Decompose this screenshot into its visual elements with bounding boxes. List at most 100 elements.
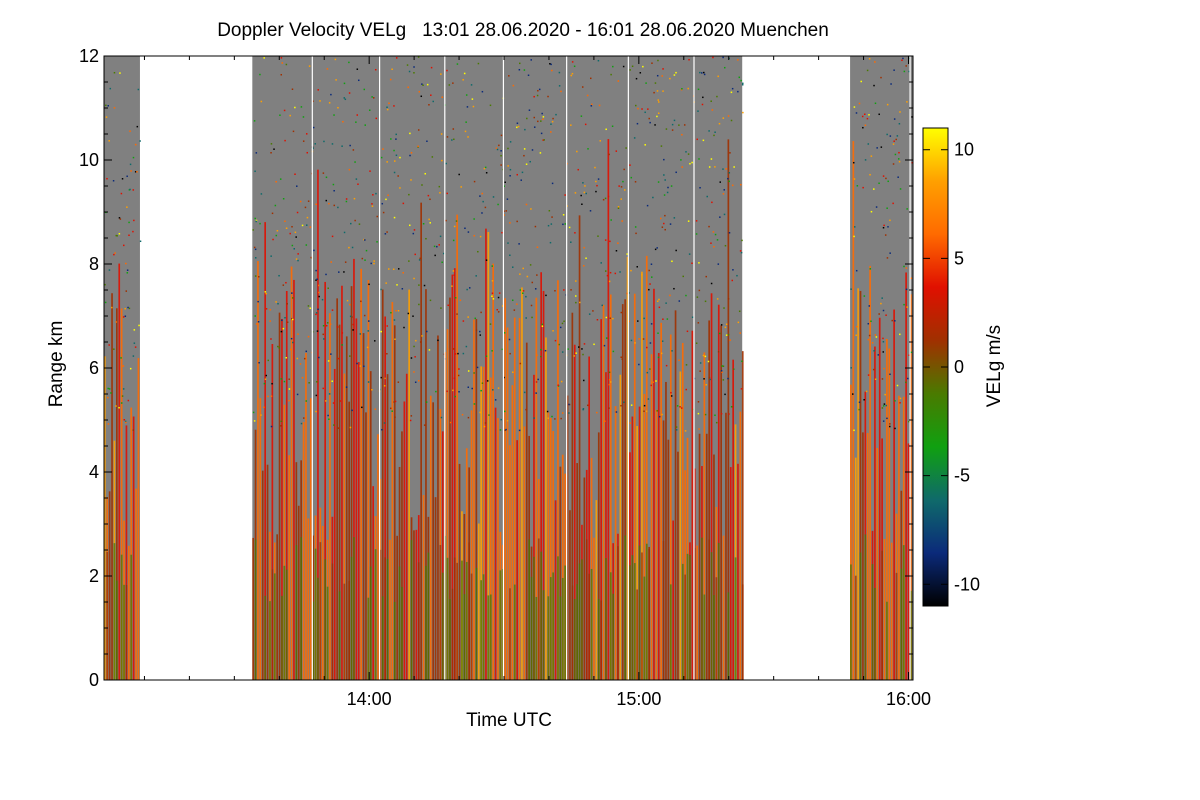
velocity-column	[501, 568, 504, 680]
velocity-column	[717, 304, 720, 680]
noise-pixel	[128, 234, 130, 237]
noise-pixel	[594, 166, 596, 169]
noise-pixel	[465, 121, 467, 123]
velocity-column	[561, 454, 564, 680]
noise-pixel	[737, 59, 739, 61]
noise-pixel	[720, 370, 723, 372]
velocity-column	[257, 261, 259, 680]
noise-pixel	[650, 384, 652, 387]
colorbar-tick-label: 5	[954, 248, 964, 268]
noise-pixel	[344, 261, 347, 263]
noise-pixel	[511, 266, 514, 268]
noise-pixel	[554, 290, 556, 292]
noise-pixel	[581, 348, 583, 350]
noise-pixel	[868, 305, 871, 307]
velocity-column	[886, 339, 888, 680]
noise-pixel	[505, 210, 508, 212]
noise-pixel	[481, 382, 484, 384]
velocity-column	[439, 408, 442, 680]
noise-pixel	[899, 397, 902, 400]
noise-pixel	[660, 352, 663, 355]
noise-pixel	[678, 300, 681, 302]
velocity-column	[345, 336, 348, 680]
velocity-column	[336, 298, 338, 680]
noise-pixel	[380, 330, 383, 333]
noise-pixel	[440, 73, 442, 75]
noise-pixel	[291, 88, 294, 90]
noise-pixel	[491, 280, 494, 282]
velocity-column	[441, 572, 444, 680]
noise-pixel	[688, 253, 691, 255]
noise-pixel	[105, 104, 107, 107]
velocity-column	[902, 396, 905, 680]
velocity-column	[381, 289, 384, 680]
noise-pixel	[737, 90, 739, 93]
noise-pixel	[618, 185, 620, 187]
noise-pixel	[371, 96, 373, 98]
velocity-column	[701, 537, 703, 680]
noise-pixel	[426, 140, 428, 143]
noise-pixel	[699, 362, 702, 364]
noise-pixel	[588, 313, 591, 315]
velocity-column	[341, 285, 343, 680]
noise-pixel	[561, 322, 564, 325]
noise-pixel	[907, 377, 909, 380]
noise-pixel	[391, 68, 393, 71]
velocity-column	[710, 552, 713, 680]
noise-pixel	[253, 120, 256, 122]
velocity-column	[597, 599, 600, 680]
velocity-column	[626, 256, 629, 680]
velocity-column	[511, 385, 514, 680]
noise-pixel	[634, 342, 636, 344]
noise-pixel	[671, 350, 673, 352]
velocity-column	[446, 557, 449, 680]
velocity-column	[883, 538, 886, 680]
noise-pixel	[121, 395, 124, 397]
noise-pixel	[334, 58, 337, 61]
noise-pixel	[327, 414, 329, 417]
noise-pixel	[545, 294, 547, 297]
noise-pixel	[662, 90, 664, 92]
noise-pixel	[349, 355, 351, 357]
noise-pixel	[552, 330, 554, 332]
noise-pixel	[711, 201, 713, 204]
noise-pixel	[713, 134, 715, 137]
noise-pixel	[669, 223, 672, 225]
noise-pixel	[729, 152, 731, 154]
noise-pixel	[352, 323, 355, 326]
noise-pixel	[349, 315, 352, 318]
velocity-column	[125, 425, 128, 680]
noise-pixel	[473, 234, 476, 237]
noise-pixel	[422, 223, 425, 225]
noise-pixel	[127, 399, 130, 402]
noise-pixel	[462, 79, 464, 81]
noise-pixel	[413, 72, 415, 74]
noise-pixel	[644, 111, 646, 114]
noise-pixel	[610, 219, 612, 221]
velocity-column	[297, 505, 300, 680]
noise-pixel	[410, 152, 413, 154]
noise-pixel	[413, 345, 415, 348]
noise-pixel	[134, 143, 137, 146]
velocity-column	[492, 263, 494, 680]
noise-pixel	[911, 116, 913, 118]
noise-pixel	[456, 316, 458, 319]
noise-pixel	[420, 95, 423, 98]
velocity-column	[269, 601, 271, 680]
noise-pixel	[652, 381, 654, 384]
noise-pixel	[335, 79, 337, 81]
noise-pixel	[281, 62, 284, 64]
noise-pixel	[263, 406, 265, 409]
noise-pixel	[894, 400, 896, 402]
noise-pixel	[275, 301, 277, 303]
velocity-column	[705, 433, 708, 680]
noise-pixel	[530, 304, 533, 307]
noise-pixel	[369, 170, 371, 172]
noise-pixel	[587, 148, 589, 150]
noise-pixel	[898, 122, 901, 125]
noise-pixel	[635, 104, 637, 107]
noise-pixel	[884, 393, 886, 396]
noise-pixel	[637, 107, 639, 110]
noise-pixel	[701, 103, 704, 106]
noise-pixel	[655, 380, 657, 382]
